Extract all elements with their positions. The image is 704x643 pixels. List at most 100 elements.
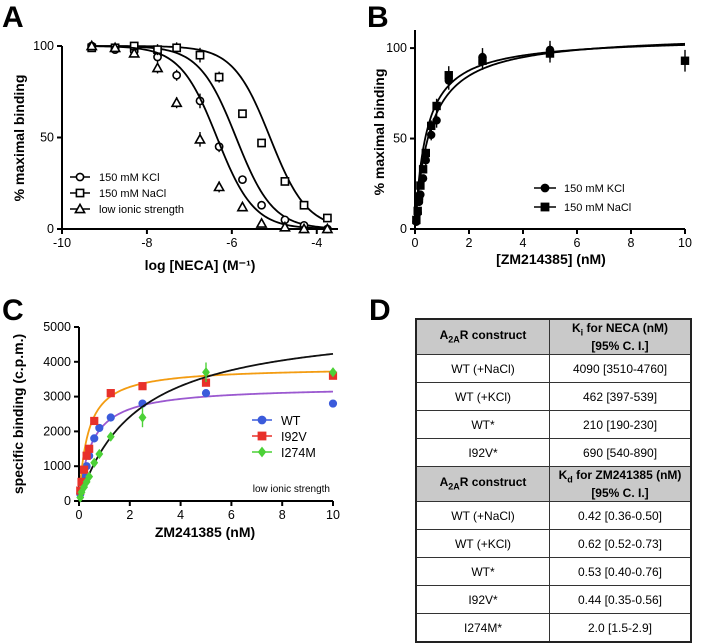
legend-marker [75,188,85,198]
data-point [214,72,224,82]
data-point [95,448,104,460]
header-construct: A2AR construct [415,466,550,502]
data-point [322,213,332,223]
data-point [106,413,115,422]
data-point [82,451,91,460]
table-row: WT (+KCl) 0.62 [0.52-0.73] [415,529,692,558]
data-point [416,181,425,190]
cell-construct: WT (+KCl) [415,529,550,558]
chart-a: -10 -8 -6 -4 0 50 100 log [NECA] (M⁻¹) % maximal… [11,39,338,273]
table-d: A2AR construct Ki for NECA (nM) [95% C. I… [415,318,692,643]
cell-value: 4090 [3510-4760] [549,354,692,383]
x-tick-label: 0 [412,236,419,250]
cell-construct: WT (+NaCl) [415,501,550,530]
y-tick-label: 2000 [43,424,71,438]
fit-curve [91,45,328,229]
table-row: I92V* 690 [540-890] [415,438,692,467]
cell-construct: I274M* [415,613,550,643]
data-point [280,177,290,186]
data-point [432,101,441,111]
data-point [427,130,436,140]
cell-value: 0.42 [0.36-0.50] [549,501,692,530]
cell-construct: I92V* [415,438,550,467]
fit-curve [414,42,686,226]
x-tick-label: 8 [628,236,635,250]
x-axis-title: [ZM214385] (nM) [496,251,606,267]
y-tick-label: 0 [47,222,54,236]
table-header-zm: A2AR construct Kd for ZM241385 (nM) [95% … [415,466,692,502]
data-point [170,96,183,108]
legend-marker [540,183,550,193]
data-point [172,43,182,53]
data-point [321,222,334,234]
legend-label: 150 mM NaCl [99,188,166,200]
data-point [172,70,182,80]
legend-label: 150 mM NaCl [564,202,631,214]
data-point [90,416,99,426]
table-row: I274M* 2.0 [1.5-2.9] [415,613,692,643]
header-ki: Ki for NECA (nM) [95% C. I.] [549,318,692,355]
x-tick-label: -8 [141,236,152,250]
table-row: WT* 210 [190-230] [415,410,692,439]
x-tick-label: 4 [520,236,527,250]
x-tick-label: 2 [126,508,133,522]
annotation-low-ionic-strength: low ionic strength [253,484,330,495]
cell-value: 0.62 [0.52-0.73] [549,529,692,558]
y-tick-label: 100 [386,41,407,55]
data-point [257,200,266,210]
x-tick-label: 10 [326,508,340,522]
data-point [298,222,310,234]
header-construct: A2AR construct [415,318,550,355]
y-axis-title: % maximal binding [371,69,387,196]
y-tick-label: 50 [393,132,407,146]
data-point [138,382,147,391]
data-point [238,109,247,119]
data-point [414,192,424,201]
data-point [421,148,430,158]
data-point [195,50,205,60]
data-point [418,174,428,183]
legend-marker [257,431,267,441]
legend-marker [540,202,550,212]
data-point [328,399,338,408]
data-point [236,200,249,212]
cell-value: 0.53 [0.40-0.76] [549,557,692,586]
y-tick-label: 4000 [43,355,71,369]
y-tick-label: 5000 [43,320,71,334]
cell-construct: WT* [415,557,550,586]
data-point [278,220,291,232]
table-row: WT* 0.53 [0.40-0.76] [415,557,692,586]
legend-marker [257,446,267,458]
data-point [95,423,104,433]
data-point [109,41,122,53]
data-point [545,49,555,58]
legend-label: low ionic strength [99,204,184,216]
y-tick-label: 3000 [43,390,71,404]
data-point [478,56,487,65]
y-tick-label: 1000 [43,459,71,473]
table-row: WT (+NaCl) 4090 [3510-4760] [415,354,692,383]
x-tick-label: -6 [226,236,237,250]
cell-construct: I92V* [415,585,550,614]
data-point [194,133,206,144]
y-axis-title: specific binding (c.p.m.) [10,334,26,494]
data-point [85,471,94,482]
table-row: I92V* 0.44 [0.35-0.56] [415,585,692,614]
cell-construct: WT (+NaCl) [415,354,550,383]
data-point [79,465,89,474]
data-point [138,412,147,423]
data-point [85,39,98,51]
fit-curve [91,45,328,230]
data-point [85,444,94,453]
data-point [257,138,266,148]
data-point [418,165,428,174]
x-tick-label: 6 [228,508,235,522]
x-tick-label: 6 [574,236,581,250]
panel-letter-d: D [369,294,391,327]
data-point [238,175,247,184]
table-header-neca: A2AR construct Ki for NECA (nM) [95% C. I… [415,318,692,355]
data-point [128,47,141,58]
x-tick-label: 4 [177,508,184,522]
